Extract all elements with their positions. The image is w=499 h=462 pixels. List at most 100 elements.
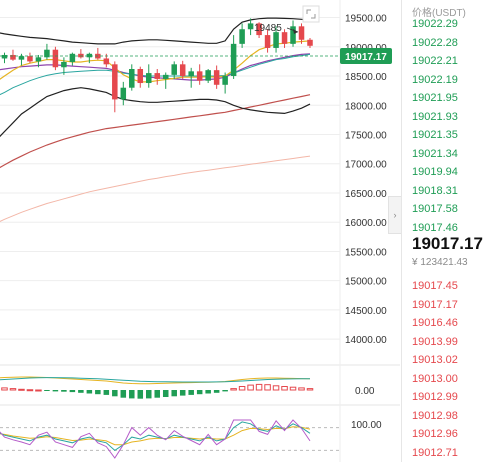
- high-marker: 19485: [254, 23, 282, 34]
- macd-bar: [9, 388, 17, 391]
- orderbook-ask-row[interactable]: 19021.34: [412, 147, 458, 160]
- orderbook-ask-row[interactable]: 19021.35: [412, 129, 458, 141]
- orderbook-header: 价格(USDT): [412, 8, 466, 19]
- candle-body: [222, 76, 228, 85]
- grid-lines: [0, 0, 400, 462]
- candle-body: [1, 54, 8, 59]
- candle: [44, 43, 50, 60]
- orderbook-bid-row[interactable]: 19013.02: [412, 354, 458, 366]
- candle-body: [273, 32, 279, 48]
- candle-body: [78, 53, 84, 58]
- macd-bar: [230, 388, 237, 391]
- candle-body: [205, 70, 211, 81]
- candle-body: [179, 64, 186, 77]
- candle: [162, 72, 169, 89]
- macd-bar: [103, 390, 110, 395]
- macd-bar: [35, 389, 42, 392]
- candlestick-chart[interactable]: 19500.0019000.0018500.0018000.0017500.00…: [0, 0, 400, 462]
- orderbook-bid-row[interactable]: 19017.45: [412, 280, 458, 292]
- candle: [10, 49, 16, 61]
- candle: [290, 20, 296, 47]
- candle: [222, 72, 228, 94]
- candle: [129, 64, 135, 91]
- candle-body: [112, 64, 118, 100]
- orderbook-ask-row[interactable]: 19018.31: [412, 184, 458, 197]
- candle: [213, 65, 220, 89]
- candle-body: [196, 71, 203, 81]
- macd-bar: [69, 390, 76, 393]
- price-axis-tick: 14500.00: [345, 306, 387, 317]
- orderbook-bid-row[interactable]: 19017.17: [412, 298, 458, 311]
- candle-body: [239, 29, 245, 44]
- candle: [1, 52, 8, 64]
- orderbook-panel: 价格(USDT) 19022.29 19022.28 19022.21 19022.1…: [401, 0, 499, 462]
- macd-bar: [213, 390, 220, 393]
- macd-bar: [61, 390, 67, 392]
- orderbook-bid-row[interactable]: 19012.98: [412, 409, 458, 422]
- orderbook-bid-row[interactable]: 19016.46: [412, 317, 458, 329]
- orderbook-ask-row[interactable]: 19022.28: [412, 36, 458, 49]
- orderbook-ask-row[interactable]: 19022.19: [412, 73, 458, 86]
- candle: [78, 49, 84, 59]
- ma-short-line: [0, 40, 311, 83]
- candle: [188, 67, 194, 88]
- price-axis-tick: 19500.00: [345, 14, 387, 25]
- price-axis-tick: 14000.00: [345, 335, 387, 346]
- orderbook-ask-row[interactable]: 19017.58: [412, 203, 458, 215]
- price-axis-tick: 17500.00: [345, 130, 387, 141]
- macd-bar: [179, 390, 186, 396]
- candle: [264, 29, 271, 53]
- candle: [120, 81, 127, 106]
- bollinger-middle-line: [0, 53, 311, 81]
- candle-body: [61, 61, 67, 68]
- macd-bar: [86, 390, 93, 394]
- current-price-tag-text: 19017.17: [345, 52, 387, 63]
- last-price-cny: ¥ 123421.43: [412, 257, 468, 268]
- ma-long-line: [0, 94, 311, 169]
- orderbook-bid-row[interactable]: 19012.96: [412, 428, 458, 440]
- candle: [239, 23, 245, 48]
- last-price: 19017.17: [412, 234, 483, 253]
- kdj-j-line: [0, 419, 311, 459]
- candle-body: [171, 64, 177, 75]
- candle: [154, 69, 161, 85]
- macd-bar: [18, 388, 25, 391]
- macd-bar: [188, 390, 194, 395]
- candle: [247, 18, 254, 36]
- macd-bar: [78, 390, 84, 393]
- macd-bar: [154, 390, 161, 398]
- orderbook-ask-row[interactable]: 19022.29: [412, 18, 458, 30]
- expand-icon[interactable]: [302, 5, 320, 23]
- macd-bar: [120, 390, 127, 398]
- candle: [112, 61, 118, 113]
- candle-body: [10, 54, 16, 60]
- candle-body: [307, 39, 313, 46]
- macd-bar: [44, 390, 50, 391]
- orderbook-ask-row[interactable]: 19021.95: [412, 92, 458, 104]
- orderbook-ask-row[interactable]: 19019.94: [412, 166, 458, 178]
- price-axis-tick: 16500.00: [345, 189, 387, 200]
- candle: [137, 66, 144, 88]
- orderbook-bid-row[interactable]: 19012.71: [412, 446, 458, 459]
- orderbook-bid-row[interactable]: 19012.99: [412, 391, 458, 403]
- macd-bar: [129, 390, 135, 399]
- ma-xlong-line: [0, 155, 311, 223]
- candle-body: [264, 35, 271, 48]
- candle-body: [27, 56, 33, 62]
- orderbook-bid-row[interactable]: 19013.00: [412, 372, 458, 385]
- macd-bar: [52, 390, 59, 392]
- macd-bar: [137, 390, 144, 399]
- kdj-k-line: [0, 421, 311, 452]
- orderbook-ask-row[interactable]: 19022.21: [412, 55, 458, 67]
- macd-bar: [171, 390, 177, 397]
- orderbook-ask-row[interactable]: 19021.93: [412, 110, 458, 123]
- orderbook-collapse-toggle[interactable]: ›: [388, 196, 401, 234]
- macd-bar: [222, 390, 228, 392]
- bollinger-lower-line: [0, 87, 311, 138]
- orderbook-ask-row[interactable]: 19017.46: [412, 221, 458, 234]
- candle-body: [247, 23, 254, 30]
- orderbook-bid-row[interactable]: 19013.99: [412, 335, 458, 348]
- candle-body: [256, 23, 262, 36]
- candle: [256, 22, 262, 39]
- candle: [179, 60, 186, 79]
